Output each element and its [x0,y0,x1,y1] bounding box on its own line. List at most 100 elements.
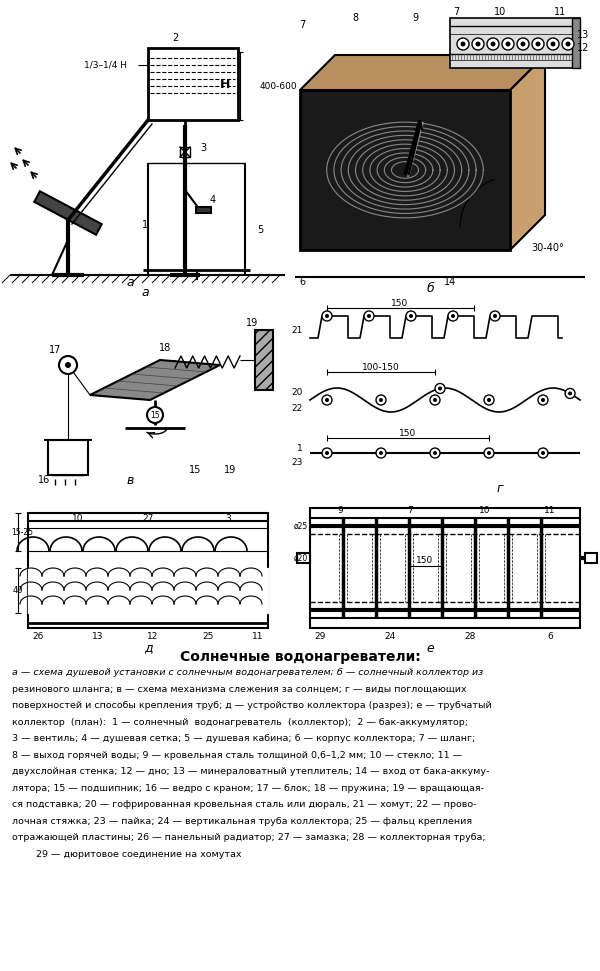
Bar [28,513,268,628]
Text: 23: 23 [292,457,303,466]
Text: 18: 18 [159,343,171,353]
Text: 4: 4 [210,195,216,205]
Circle shape [430,448,440,458]
Text: поверхностей и способы крепления труб; д — устройство коллектора (разрез); е — т: поверхностей и способы крепления труб; д… [12,701,492,710]
Text: ø20: ø20 [294,553,308,562]
Text: 20: 20 [292,387,303,396]
Text: 11: 11 [252,631,264,641]
Text: 12: 12 [577,43,589,53]
Text: 150: 150 [391,298,409,308]
Circle shape [565,388,575,398]
Circle shape [433,398,437,402]
Bar [297,553,310,563]
Bar [48,440,88,475]
Text: 7: 7 [453,7,459,17]
Text: 30-40°: 30-40° [532,243,565,253]
Text: 5: 5 [257,225,263,235]
Text: е: е [426,642,434,654]
Text: в: в [127,474,134,486]
Bar [34,191,102,235]
Circle shape [448,311,458,321]
Text: 3: 3 [225,514,231,522]
Circle shape [541,451,545,455]
Text: г: г [497,482,503,494]
Circle shape [566,42,571,47]
Bar [196,207,211,213]
Text: 400-600: 400-600 [260,82,298,90]
Text: 22: 22 [292,404,303,413]
Circle shape [487,38,499,50]
Text: 13: 13 [577,30,589,40]
Text: 19: 19 [246,318,258,328]
Circle shape [433,451,437,455]
Bar [450,18,580,68]
Text: 15-25: 15-25 [11,527,33,537]
Text: а — схема душевой установки с солнечным водонагревателем; б — солнечный коллекто: а — схема душевой установки с солнечным … [12,668,483,677]
Bar [148,48,238,120]
Text: 27: 27 [142,514,154,522]
Text: Солнечные водонагреватели:: Солнечные водонагреватели: [179,650,421,664]
Circle shape [364,311,374,321]
Circle shape [487,398,491,402]
Text: 10: 10 [494,7,506,17]
Circle shape [322,311,332,321]
Text: 10: 10 [479,506,491,515]
Bar [585,553,597,563]
Text: H: H [220,78,230,90]
Text: 21: 21 [292,325,303,334]
Text: 1/3–1/4 H: 1/3–1/4 H [83,60,127,70]
Bar [310,508,580,628]
Circle shape [538,395,548,405]
Text: б: б [426,282,434,294]
Bar [572,18,580,68]
Text: 17: 17 [49,345,61,355]
Circle shape [547,38,559,50]
Text: 26: 26 [32,631,44,641]
Text: ø25: ø25 [294,521,308,530]
Circle shape [476,42,481,47]
Text: 25: 25 [202,631,214,641]
Circle shape [491,42,496,47]
Circle shape [541,398,545,402]
Circle shape [409,314,413,318]
Text: 11: 11 [554,7,566,17]
Text: 8 — выход горячей воды; 9 — кровельная сталь толщиной 0,6–1,2 мм; 10 — стекло; 1: 8 — выход горячей воды; 9 — кровельная с… [12,751,462,759]
Text: 150: 150 [400,428,416,438]
Circle shape [505,42,511,47]
Circle shape [493,314,497,318]
Circle shape [536,42,541,47]
Text: 16: 16 [38,475,50,485]
Text: 1: 1 [297,444,303,452]
Text: лочная стяжка; 23 — пайка; 24 — вертикальная труба коллектора; 25 — фальц крепле: лочная стяжка; 23 — пайка; 24 — вертикал… [12,817,472,825]
Text: ся подставка; 20 — гофрированная кровельная сталь или дюраль, 21 — хомут; 22 — п: ся подставка; 20 — гофрированная кровель… [12,800,476,809]
Text: д: д [143,642,152,654]
Circle shape [379,398,383,402]
Text: резинового шланга; в — схема механизма слежения за солнцем; г — виды поглощающих: резинового шланга; в — схема механизма с… [12,685,467,693]
Text: 6: 6 [299,277,305,287]
Circle shape [484,448,494,458]
Circle shape [325,314,329,318]
Text: 2: 2 [172,33,178,43]
Circle shape [322,395,332,405]
Circle shape [551,42,556,47]
Circle shape [521,42,526,47]
Text: 6: 6 [547,631,553,641]
Text: 29: 29 [314,631,326,641]
Circle shape [379,451,383,455]
Circle shape [484,395,494,405]
Circle shape [457,38,469,50]
Text: 15: 15 [150,411,160,419]
Text: а: а [141,285,149,298]
Bar [255,330,273,390]
Text: 1: 1 [142,220,148,230]
Text: лятора; 15 — подшипник; 16 — ведро с краном; 17 — блок; 18 — пружина; 19 — враща: лятора; 15 — подшипник; 16 — ведро с кра… [12,784,484,792]
Circle shape [532,38,544,50]
Polygon shape [90,360,220,400]
Circle shape [325,398,329,402]
Circle shape [147,407,163,423]
Text: 8: 8 [352,13,358,23]
Text: двухслойная стенка; 12 — дно; 13 — минераловатный утеплитель; 14 — вход от бака-: двухслойная стенка; 12 — дно; 13 — минер… [12,767,490,776]
Circle shape [538,448,548,458]
Circle shape [568,391,572,395]
Text: 15: 15 [189,465,201,475]
